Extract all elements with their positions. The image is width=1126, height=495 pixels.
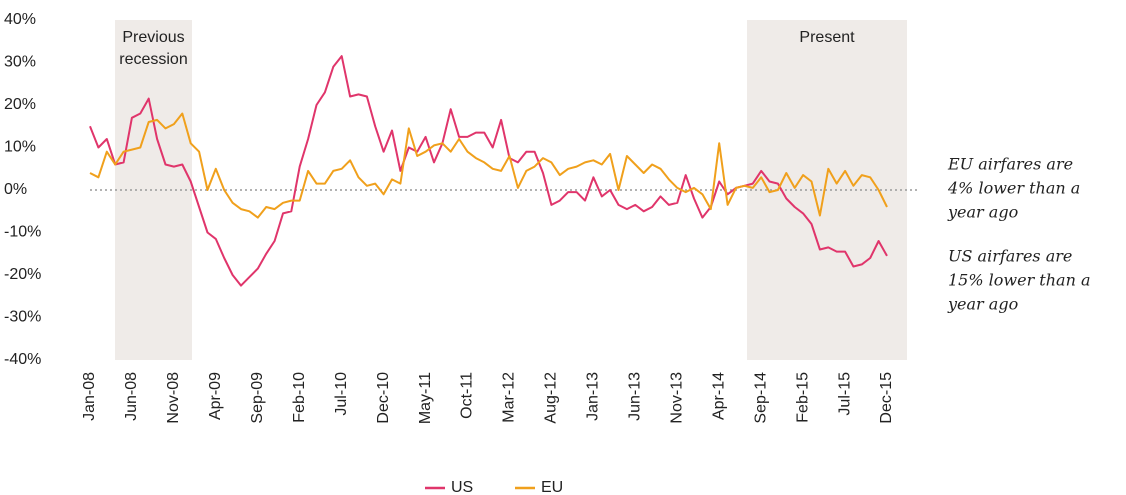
y-tick-label: 0% (4, 181, 27, 198)
x-tick-label: Jan-13 (585, 372, 602, 421)
x-tick-label: Oct-11 (459, 372, 476, 419)
x-tick-label: Jun-08 (123, 372, 140, 421)
shaded-region (115, 20, 192, 360)
region-label: Previous (122, 29, 184, 46)
x-tick-label: Jul-10 (333, 372, 350, 416)
annotation: 4% lower than a (947, 179, 1080, 198)
region-label: recession (119, 51, 187, 68)
x-tick-label: Dec-10 (375, 372, 392, 424)
y-tick-label: -40% (4, 351, 41, 368)
x-tick-label: Aug-12 (543, 372, 560, 424)
annotation: year ago (947, 203, 1018, 222)
y-tick-label: -30% (4, 309, 41, 326)
x-tick-label: Jul-15 (836, 372, 853, 416)
x-tick-label: Sep-14 (752, 372, 769, 424)
annotation: 15% lower than a (948, 271, 1091, 290)
x-tick-label: Mar-12 (501, 372, 518, 423)
region-label: Present (799, 29, 855, 46)
y-tick-label: 10% (4, 139, 36, 156)
x-tick-label: Sep-09 (249, 372, 266, 424)
series-line (89, 112, 888, 219)
x-tick-label: May-11 (417, 372, 434, 424)
x-tick-label: Jan-08 (81, 372, 98, 421)
x-tick-label: Nov-13 (668, 372, 685, 424)
legend-label: US (451, 479, 473, 495)
x-tick-label: Jun-13 (627, 372, 644, 421)
x-tick-label: Apr-14 (710, 372, 727, 420)
x-tick-label: Nov-08 (165, 372, 182, 424)
y-tick-label: 30% (4, 54, 36, 71)
x-tick-label: Feb-10 (291, 372, 308, 423)
y-tick-label: 40% (4, 11, 36, 28)
legend-label: EU (541, 479, 563, 495)
y-tick-label: -20% (4, 266, 41, 283)
annotation: EU airfares are (947, 155, 1073, 174)
x-tick-label: Apr-09 (207, 372, 224, 420)
y-tick-label: -10% (4, 224, 41, 241)
x-tick-label: Feb-15 (794, 372, 811, 423)
series-line (89, 55, 888, 287)
annotation: US airfares are (948, 247, 1072, 266)
y-tick-label: 20% (4, 96, 36, 113)
annotation: year ago (947, 295, 1018, 314)
x-tick-label: Dec-15 (878, 372, 895, 424)
